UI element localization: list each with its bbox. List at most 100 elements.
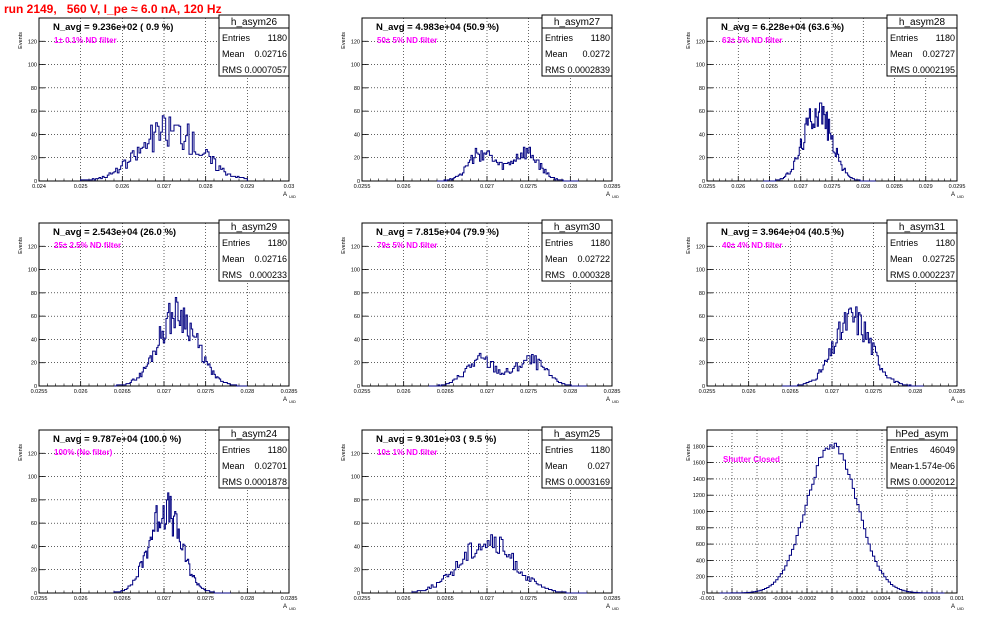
- run-title: run 2149, 560 V, I_pe ≈ 6.0 nA, 120 Hz: [4, 2, 222, 16]
- histogram-line: [80, 115, 248, 181]
- panel-h_asym26: 0.024 0.025 0.026 0.027 0.028 0.029 0.03 0 20 40 6…: [18, 14, 296, 199]
- panel-h_asym24: 0.0255 0.026 0.0265 0.027 0.0275 0.028 0.0285 0…: [18, 426, 298, 611]
- hist-name: hPed_asym: [896, 429, 949, 440]
- stats-value: 0.0272: [582, 49, 610, 59]
- y-tick-label: 100: [351, 63, 360, 69]
- stats-label: Entries: [545, 238, 574, 248]
- x-tick-label: -0.0004: [773, 596, 792, 602]
- x-tick-label: 0.0285: [281, 596, 298, 602]
- x-tick-label: 0.0255: [31, 596, 48, 602]
- x-tick-label: 0.0275: [520, 389, 537, 395]
- x-tick-label: 0.0285: [604, 596, 621, 602]
- y-tick-label: 100: [696, 268, 705, 274]
- x-tick-label: 0.0255: [699, 184, 716, 190]
- stats-label: Entries: [890, 33, 919, 43]
- x-tick-label: -0.0002: [798, 596, 817, 602]
- x-tick-label: -0.001: [699, 596, 715, 602]
- y-tick-label: 20: [31, 361, 37, 367]
- y-tick-label: 20: [31, 568, 37, 574]
- x-tick-label: 0.0275: [865, 389, 882, 395]
- x-tick-label: 0.0008: [924, 596, 941, 602]
- y-tick-label: 20: [354, 568, 360, 574]
- x-tick-label: 0.027: [480, 184, 494, 190]
- x-tick-label: 0.0002: [849, 596, 866, 602]
- y-tick-label: 200: [696, 575, 705, 581]
- y-axis-label: Events: [18, 444, 24, 461]
- y-tick-label: 40: [354, 132, 360, 138]
- stats-label: Mean: [545, 254, 568, 264]
- stats-value: 1180: [268, 238, 287, 248]
- stats-value: 0.0003169: [567, 477, 610, 487]
- x-tick-label: 0.028: [563, 596, 577, 602]
- stats-label: Entries: [222, 33, 251, 43]
- stats-value: 0.02725: [922, 254, 955, 264]
- x-tick-label: 0.026: [397, 596, 411, 602]
- y-tick-label: 600: [696, 542, 705, 548]
- x-tick-label: 0.026: [74, 389, 88, 395]
- x-tick-label: 0.0255: [354, 389, 371, 395]
- x-tick-label: 0.0265: [114, 389, 131, 395]
- x-tick-label: 0: [830, 596, 833, 602]
- x-axis-label: A: [283, 192, 287, 198]
- x-tick-label: 0.0285: [604, 184, 621, 190]
- y-tick-label: 100: [28, 268, 37, 274]
- x-tick-label: 0.0255: [699, 389, 716, 395]
- x-tick-label: 0.0006: [899, 596, 916, 602]
- x-tick-label: 0.0285: [886, 184, 903, 190]
- stats-value: 1180: [591, 238, 610, 248]
- panel-h_asym29: 0.0255 0.026 0.0265 0.027 0.0275 0.028 0.0285 0…: [18, 219, 297, 404]
- x-tick-label: 0.029: [919, 184, 933, 190]
- stats-label: Mean: [890, 254, 913, 264]
- y-tick-label: 40: [354, 337, 360, 343]
- stats-value: 1180: [591, 445, 610, 455]
- y-tick-label: 0: [702, 179, 705, 185]
- stats-label: RMS: [545, 65, 565, 75]
- filter-note: 1± 0.1% ND filter: [54, 36, 117, 45]
- y-tick-label: 100: [351, 475, 360, 481]
- stats-value: 0.000328: [572, 270, 610, 280]
- x-tick-label: 0.0275: [197, 389, 214, 395]
- x-tick-label: 0.0285: [949, 389, 966, 395]
- x-tick-label: 0.025: [74, 184, 88, 190]
- y-tick-label: 60: [31, 109, 37, 115]
- x-tick-label: 0.027: [157, 596, 171, 602]
- x-tick-label: 0.026: [115, 184, 129, 190]
- navg-label: N_avg = 7.815e+04 (79.9 %): [376, 227, 499, 238]
- stats-box: [218, 232, 290, 282]
- y-tick-label: 80: [699, 291, 705, 297]
- x-axis-label: A: [606, 397, 610, 403]
- y-tick-label: 0: [702, 591, 705, 597]
- stats-label: RMS: [890, 477, 910, 487]
- y-tick-label: 40: [699, 132, 705, 138]
- histogram-line: [782, 306, 924, 387]
- y-tick-label: 0: [34, 384, 37, 390]
- stats-value: 0.02701: [254, 461, 287, 471]
- x-tick-label: 0.028: [856, 184, 870, 190]
- histogram-line: [114, 297, 248, 387]
- stats-value: 1180: [268, 33, 287, 43]
- y-tick-label: 20: [699, 156, 705, 162]
- y-axis-label: Events: [341, 237, 347, 254]
- y-axis-label: Events: [18, 237, 24, 254]
- y-tick-label: 60: [699, 109, 705, 115]
- x-tick-label: 0.0265: [437, 596, 454, 602]
- stats-label: RMS: [222, 65, 242, 75]
- stats-box: [541, 27, 613, 77]
- y-tick-label: 1200: [693, 493, 705, 499]
- y-tick-label: 60: [354, 109, 360, 115]
- x-tick-label: 0.027: [480, 596, 494, 602]
- stats-value: 0.02716: [254, 254, 287, 264]
- navg-label: N_avg = 9.236e+02 ( 0.9 %): [53, 22, 173, 33]
- stats-box: [218, 27, 290, 77]
- y-tick-label: 20: [354, 361, 360, 367]
- histogram-line: [719, 442, 945, 594]
- stats-value: 0.02716: [254, 49, 287, 59]
- y-tick-label: 120: [28, 451, 37, 457]
- hist-name: h_asym26: [231, 17, 278, 28]
- filter-note: Shutter Closed: [723, 455, 780, 464]
- y-tick-label: 80: [31, 498, 37, 504]
- y-axis-label: Events: [686, 444, 692, 461]
- filter-note: 40± 4% ND filter: [722, 241, 782, 250]
- y-axis-label: Events: [341, 444, 347, 461]
- y-tick-label: 400: [696, 558, 705, 564]
